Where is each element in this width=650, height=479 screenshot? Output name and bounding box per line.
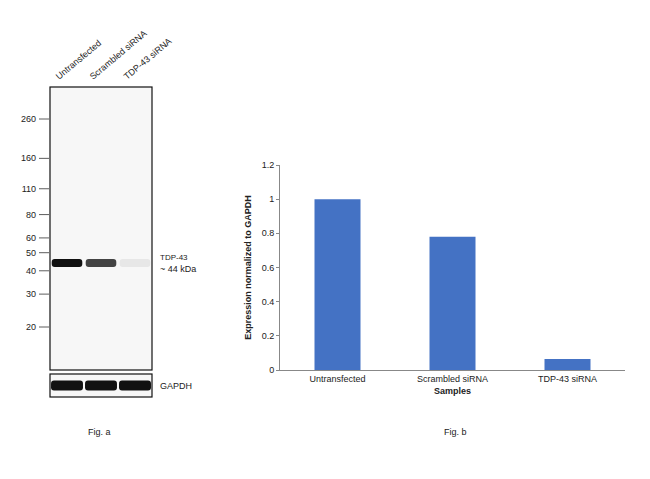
svg-text:30: 30	[26, 289, 36, 299]
svg-text:Scrambled siRNA: Scrambled siRNA	[417, 374, 488, 384]
svg-text:TDP-43 siRNA: TDP-43 siRNA	[538, 374, 597, 384]
svg-text:0: 0	[269, 365, 274, 375]
svg-text:~ 44 kDa: ~ 44 kDa	[160, 264, 196, 274]
svg-text:Untransfected: Untransfected	[309, 374, 365, 384]
svg-text:0.2: 0.2	[262, 331, 275, 341]
html-text:Fig. b: Fig. b	[444, 427, 467, 437]
svg-text:20: 20	[26, 322, 36, 332]
svg-text:Expression normalized to GAPDH: Expression normalized to GAPDH	[243, 195, 253, 340]
svg-text:110: 110	[22, 184, 36, 194]
svg-text:50: 50	[26, 248, 36, 258]
svg-text:Scrambled siRNA: Scrambled siRNA	[88, 28, 149, 81]
svg-text:Untransfected: Untransfected	[53, 37, 104, 82]
svg-text:1.2: 1.2	[262, 160, 275, 170]
svg-text:0.8: 0.8	[262, 228, 275, 238]
svg-text:0.4: 0.4	[262, 297, 275, 307]
svg-text:TDP-43: TDP-43	[160, 253, 188, 262]
svg-text:160: 160	[21, 153, 36, 163]
svg-text:Samples: Samples	[434, 386, 471, 396]
svg-text:GAPDH: GAPDH	[160, 381, 192, 391]
svg-text:0.6: 0.6	[262, 263, 275, 273]
svg-text:TDP-43 siRNA: TDP-43 siRNA	[122, 36, 174, 82]
svg-text:1: 1	[269, 194, 274, 204]
svg-text:260: 260	[21, 114, 36, 124]
svg-text:40: 40	[26, 266, 36, 276]
svg-text:80: 80	[26, 210, 36, 220]
svg-text:60: 60	[26, 233, 36, 243]
html-text:Fig. a: Fig. a	[88, 427, 111, 437]
